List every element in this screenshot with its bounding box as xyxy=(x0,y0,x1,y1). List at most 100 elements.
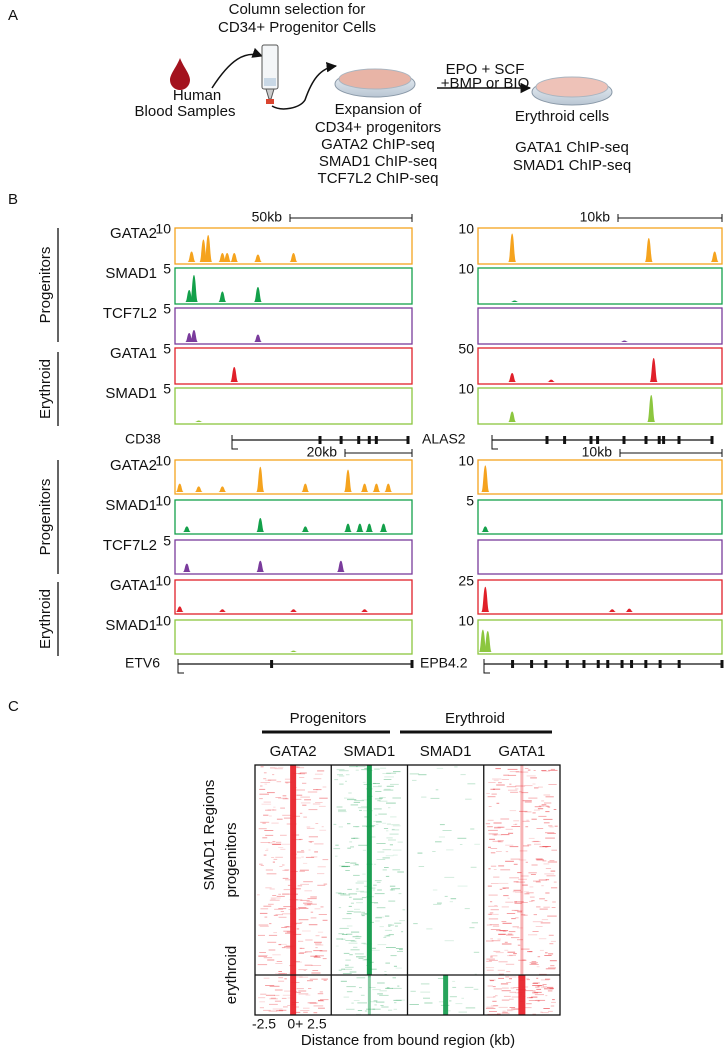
heat-texture xyxy=(486,969,494,971)
heat-texture xyxy=(278,908,287,910)
heat-texture xyxy=(341,934,348,935)
exon xyxy=(644,436,648,444)
heat-texture xyxy=(498,1006,508,1008)
heat-texture xyxy=(383,936,387,938)
heat-texture xyxy=(492,840,501,842)
heat-texture xyxy=(346,1008,355,1010)
heat-texture xyxy=(513,1008,519,1010)
heat-texture xyxy=(350,804,359,806)
heat-texture xyxy=(280,834,287,836)
heat-texture xyxy=(545,832,555,834)
heat-texture xyxy=(359,987,362,989)
heat-texture xyxy=(313,778,322,780)
heat-texture xyxy=(318,1000,325,1002)
heat-stripe xyxy=(518,975,526,1015)
heat-texture xyxy=(501,906,509,908)
heat-texture xyxy=(389,833,399,835)
heat-texture xyxy=(489,924,499,926)
exon xyxy=(318,436,322,444)
heat-texture xyxy=(526,977,529,979)
peak xyxy=(547,379,556,382)
heat-texture xyxy=(308,836,318,838)
heat-texture xyxy=(486,924,492,926)
heat-texture xyxy=(438,836,445,838)
heat-texture xyxy=(509,1007,516,1008)
heat-texture xyxy=(263,905,272,907)
heat-texture xyxy=(305,951,312,953)
heat-texture xyxy=(361,911,365,913)
heat-texture xyxy=(342,865,350,867)
heat-texture xyxy=(267,779,277,781)
heat-texture xyxy=(298,838,303,840)
heat-texture xyxy=(521,948,530,950)
heat-texture xyxy=(507,955,513,957)
heat-texture xyxy=(530,874,536,875)
heat-texture xyxy=(344,797,347,799)
heat-texture xyxy=(518,959,527,961)
heat-texture xyxy=(486,958,495,960)
heat-texture xyxy=(506,982,512,983)
heat-texture xyxy=(313,950,323,952)
heat-texture xyxy=(267,941,277,943)
heat-texture xyxy=(449,1000,452,1002)
heat-texture xyxy=(391,824,400,826)
heat-texture xyxy=(262,837,268,839)
heat-texture xyxy=(511,918,516,920)
heat-texture xyxy=(296,899,303,901)
heat-texture xyxy=(379,990,387,992)
heat-texture xyxy=(263,1009,271,1011)
heat-texture xyxy=(542,846,551,847)
heat-texture xyxy=(260,782,271,783)
heat-texture xyxy=(526,775,536,777)
heat-texture xyxy=(497,938,501,940)
heat-texture xyxy=(379,800,388,802)
heat-texture xyxy=(528,951,533,953)
heat-texture xyxy=(370,921,374,923)
heat-texture xyxy=(521,914,526,916)
heat-texture xyxy=(498,865,505,867)
heat-texture xyxy=(490,788,495,790)
heat-texture xyxy=(435,841,442,843)
heat-texture xyxy=(528,934,538,936)
heat-texture xyxy=(383,789,394,791)
heat-texture xyxy=(264,783,268,785)
peak xyxy=(289,609,298,612)
heat-texture xyxy=(383,779,392,780)
heat-texture xyxy=(512,891,516,893)
arrow xyxy=(211,47,263,89)
heat-texture xyxy=(319,991,323,993)
heat-texture xyxy=(550,940,556,942)
group-label: Progenitors xyxy=(290,710,367,727)
tss-arrow xyxy=(491,435,498,450)
heat-texture xyxy=(346,925,353,927)
heat-texture xyxy=(350,940,357,942)
heat-texture xyxy=(502,1011,508,1013)
heat-texture xyxy=(260,908,269,910)
heat-texture xyxy=(296,928,300,930)
peak xyxy=(256,560,265,572)
track-box xyxy=(477,267,723,305)
track-label: SMAD1 xyxy=(105,617,157,634)
exon xyxy=(367,436,371,444)
heat-texture xyxy=(276,1010,284,1012)
heat-texture xyxy=(299,812,303,814)
heat-texture xyxy=(308,924,318,926)
heat-texture xyxy=(421,796,427,798)
heat-texture xyxy=(311,856,318,858)
y-label: SMAD1 Regions xyxy=(201,780,218,891)
heat-texture xyxy=(470,866,477,868)
exon xyxy=(545,436,549,444)
heat-texture xyxy=(284,926,289,928)
heat-texture xyxy=(520,771,529,773)
heat-texture xyxy=(509,998,514,1000)
heat-texture xyxy=(534,787,539,789)
heat-texture xyxy=(493,996,496,998)
heat-texture xyxy=(424,1002,433,1004)
step-text: Human xyxy=(173,87,221,104)
peak xyxy=(182,526,191,532)
heat-texture xyxy=(264,830,274,831)
heat-texture xyxy=(335,855,338,857)
heat-texture xyxy=(539,949,544,951)
heat-texture xyxy=(489,979,496,981)
heat-texture xyxy=(541,885,544,887)
